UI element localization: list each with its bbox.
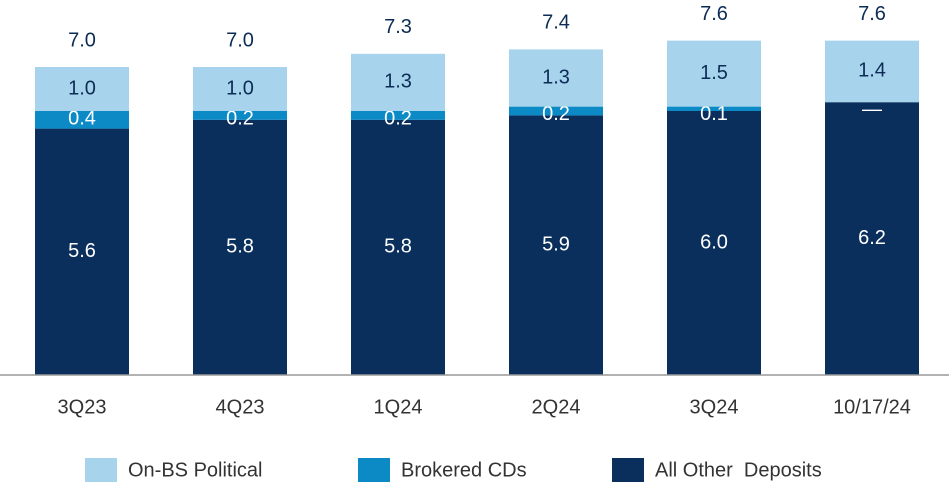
bar-segment [193, 111, 287, 120]
bar-segment [35, 128, 129, 375]
data-label: 5.9 [542, 233, 570, 255]
bar-segment [351, 111, 445, 120]
x-tick-label: 4Q23 [216, 396, 265, 418]
data-label: 1.5 [700, 62, 728, 84]
legend-label: Brokered CDs [401, 459, 527, 481]
data-label: 5.6 [68, 240, 96, 262]
data-label: 1.3 [384, 71, 412, 93]
bar-segment [667, 106, 761, 111]
bar-segment [825, 40, 919, 103]
data-label: 0.2 [384, 107, 412, 129]
x-tick-label: 10/17/24 [833, 396, 911, 418]
total-label: 7.0 [226, 29, 254, 51]
x-tick-label: 1Q24 [374, 396, 423, 418]
bar-segment [667, 40, 761, 107]
total-label: 7.6 [858, 3, 886, 25]
legend-swatch [85, 458, 117, 482]
legend-swatch [612, 458, 644, 482]
x-tick-label: 3Q23 [58, 396, 107, 418]
data-label: — [862, 98, 882, 120]
bar-segment [509, 115, 603, 376]
data-label: 5.8 [384, 236, 412, 258]
bar-segment [193, 67, 287, 111]
total-label: 7.0 [68, 29, 96, 51]
data-label: 0.1 [700, 103, 728, 125]
data-label: 6.0 [700, 231, 728, 253]
bar-segment [193, 119, 287, 375]
data-label: 1.3 [542, 66, 570, 88]
data-label: 1.0 [68, 77, 96, 99]
bar-segment [509, 49, 603, 107]
data-label: 0.4 [68, 107, 96, 129]
legend-label: On-BS Political [128, 459, 263, 481]
total-label: 7.3 [384, 16, 412, 38]
total-label: 7.4 [542, 12, 570, 34]
x-tick-label: 2Q24 [532, 396, 581, 418]
legend-label: All Other Deposits [655, 459, 822, 481]
total-label: 7.6 [700, 3, 728, 25]
data-label: 1.4 [858, 60, 886, 82]
data-label: 0.2 [226, 107, 254, 129]
bar-segment [351, 53, 445, 111]
bar-segment [35, 67, 129, 111]
bar-segment [509, 106, 603, 116]
bar-segment [351, 119, 445, 375]
data-label: 6.2 [858, 227, 886, 249]
bar-segment [825, 102, 919, 375]
bar-segment [35, 111, 129, 129]
bar-segment [667, 111, 761, 375]
data-label: 1.0 [226, 77, 254, 99]
x-tick-label: 3Q24 [690, 396, 739, 418]
legend-swatch [358, 458, 390, 482]
data-label: 0.2 [542, 103, 570, 125]
data-label: 5.8 [226, 236, 254, 258]
